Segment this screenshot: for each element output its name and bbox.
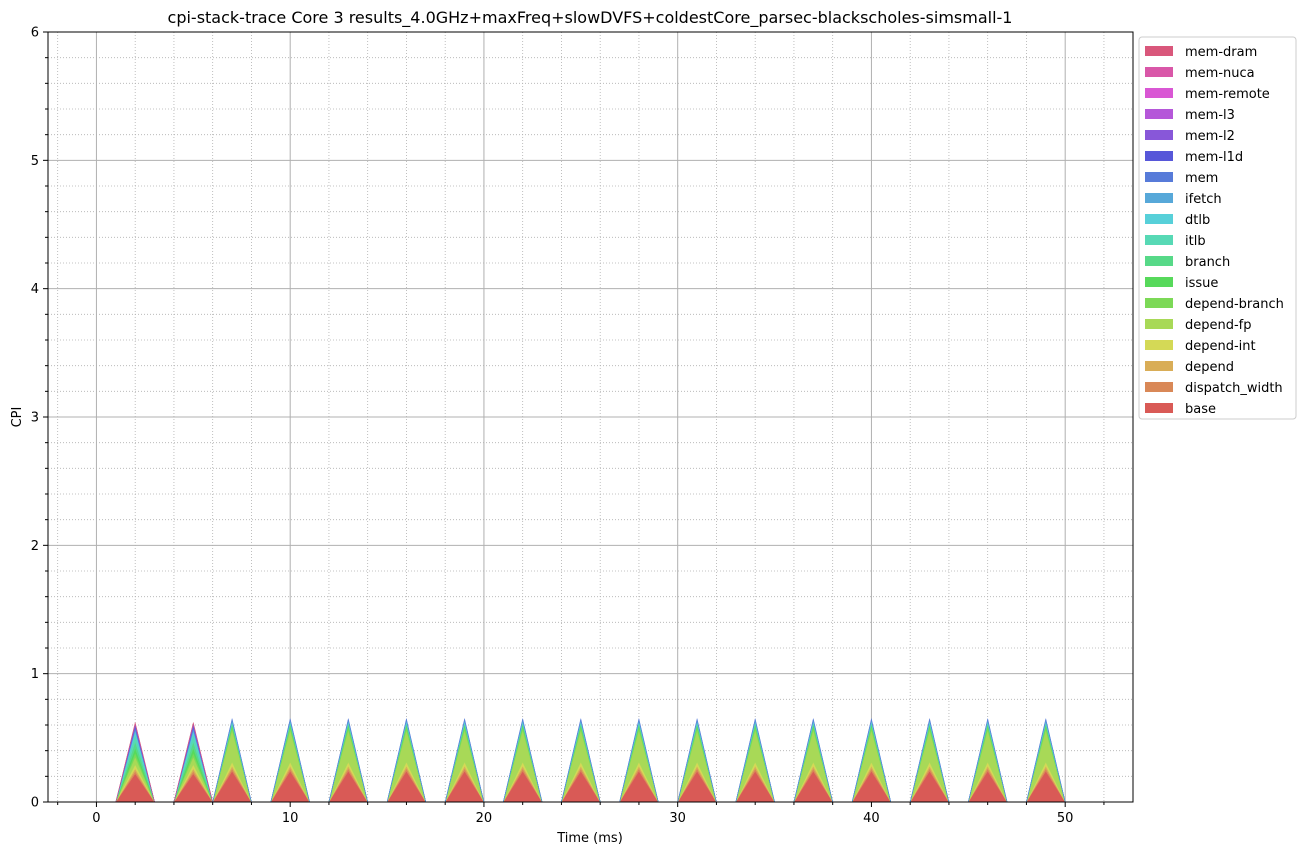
legend-swatch-mem-l3	[1145, 109, 1173, 119]
x-tick-label: 50	[1057, 811, 1074, 826]
legend-label-mem-remote: mem-remote	[1185, 87, 1270, 102]
legend-swatch-issue	[1145, 277, 1173, 287]
x-tick-label: 40	[863, 811, 880, 826]
legend-label-depend-fp: depend-fp	[1185, 318, 1252, 333]
legend-swatch-depend	[1145, 361, 1173, 371]
x-tick-label: 30	[669, 811, 686, 826]
legend: mem-dram mem-nuca mem-remote mem-l3 mem-l2 me…	[1138, 36, 1297, 420]
legend-label-dtlb: dtlb	[1185, 213, 1210, 228]
y-axis-label: CPI	[10, 407, 25, 428]
legend-label-mem-l3: mem-l3	[1185, 108, 1235, 123]
y-tick-label: 2	[31, 539, 39, 554]
stacked-areas	[115, 718, 1066, 803]
legend-label-mem: mem	[1185, 171, 1218, 186]
legend-swatch-mem-dram	[1145, 46, 1173, 56]
x-tick-label: 10	[282, 811, 299, 826]
legend-swatch-dispatch_width	[1145, 382, 1173, 392]
legend-label-issue: issue	[1185, 276, 1218, 291]
legend-label-depend: depend	[1185, 360, 1234, 375]
y-axis-ticks: 0 1 2 3 4 5 6	[31, 26, 48, 811]
legend-swatch-depend-int	[1145, 340, 1173, 350]
legend-swatch-itlb	[1145, 235, 1173, 245]
y-tick-label: 3	[31, 411, 39, 426]
legend-swatch-mem-nuca	[1145, 67, 1173, 77]
legend-label-base: base	[1185, 402, 1216, 417]
chart-title: cpi-stack-trace Core 3 results_4.0GHz+ma…	[168, 8, 1013, 28]
legend-swatch-mem	[1145, 172, 1173, 182]
legend-label-mem-dram: mem-dram	[1185, 45, 1257, 60]
y-tick-label: 4	[31, 282, 39, 297]
y-tick-label: 0	[31, 796, 39, 811]
legend-label-depend-int: depend-int	[1185, 339, 1256, 354]
x-tick-label: 20	[476, 811, 493, 826]
legend-label-mem-l1d: mem-l1d	[1185, 150, 1243, 165]
legend-swatch-ifetch	[1145, 193, 1173, 203]
legend-swatch-base	[1145, 403, 1173, 413]
legend-label-depend-branch: depend-branch	[1185, 297, 1284, 312]
legend-label-branch: branch	[1185, 255, 1230, 270]
x-axis-label: Time (ms)	[556, 831, 623, 846]
legend-box	[1138, 36, 1297, 420]
legend-label-itlb: itlb	[1185, 234, 1206, 249]
y-tick-label: 1	[31, 667, 39, 682]
legend-label-mem-nuca: mem-nuca	[1185, 66, 1255, 81]
legend-swatch-mem-l1d	[1145, 151, 1173, 161]
y-tick-label: 5	[31, 154, 39, 169]
legend-swatch-branch	[1145, 256, 1173, 266]
x-axis-ticks: 0 10 20 30 40 50	[57, 802, 1105, 826]
legend-swatch-depend-fp	[1145, 319, 1173, 329]
y-tick-label: 6	[31, 26, 39, 41]
legend-label-ifetch: ifetch	[1185, 192, 1222, 207]
legend-swatch-depend-branch	[1145, 298, 1173, 308]
legend-swatch-mem-l2	[1145, 130, 1173, 140]
legend-swatch-dtlb	[1145, 214, 1173, 224]
major-grid	[48, 31, 1133, 803]
legend-label-dispatch_width: dispatch_width	[1185, 381, 1283, 396]
legend-swatch-mem-remote	[1145, 88, 1173, 98]
legend-label-mem-l2: mem-l2	[1185, 129, 1235, 144]
x-tick-label: 0	[92, 811, 100, 826]
